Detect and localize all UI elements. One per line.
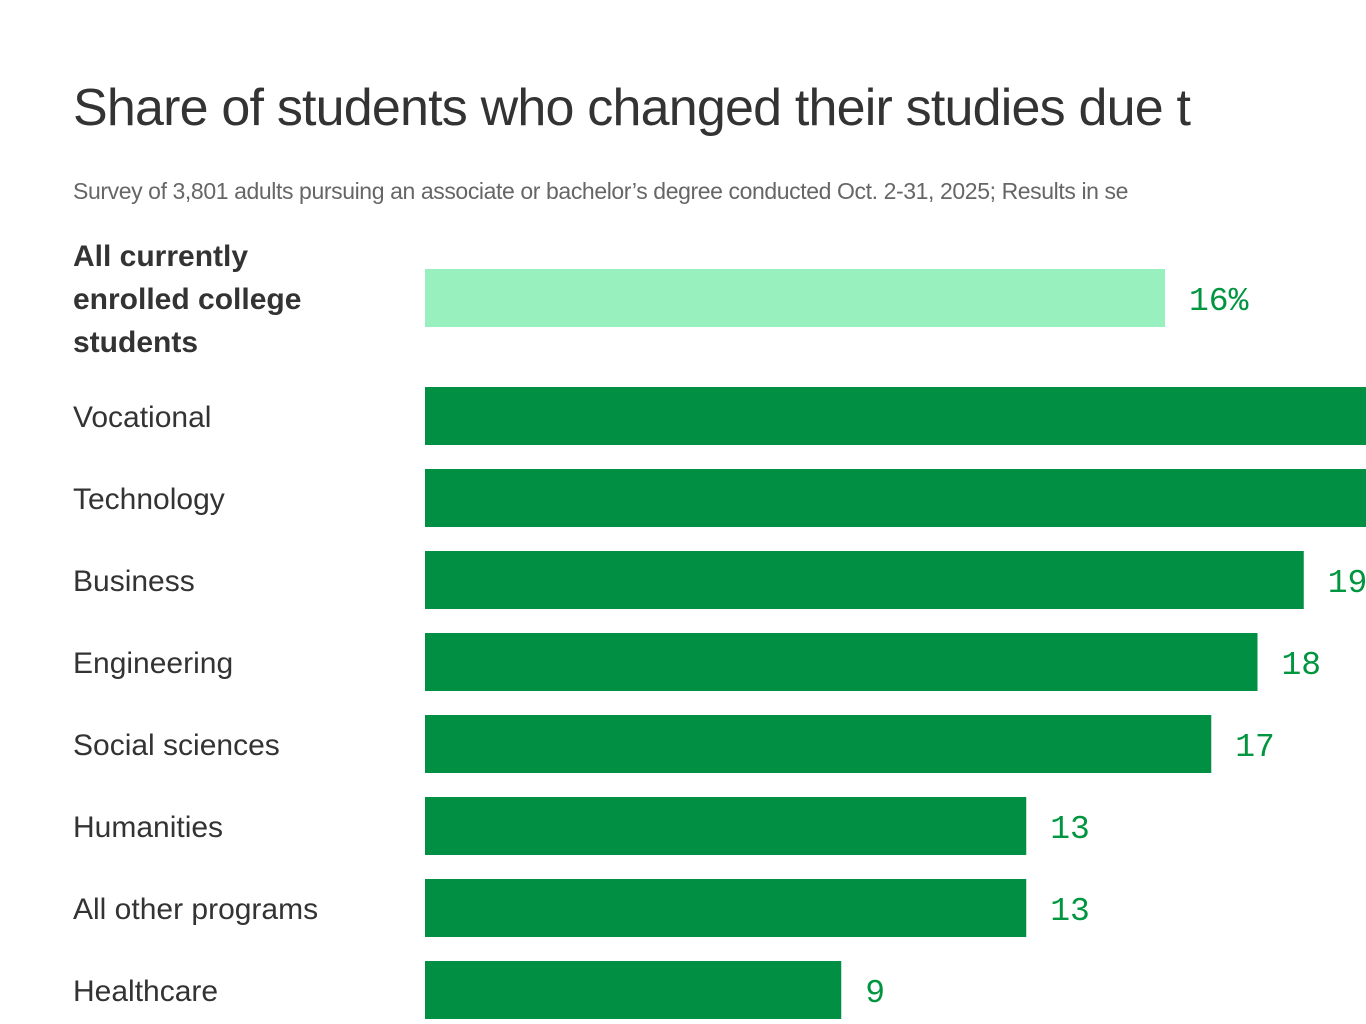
chart-subtitle: Survey of 3,801 adults pursuing an assoc… <box>73 178 1129 204</box>
category-label-line: students <box>73 326 198 359</box>
category-label-line: Technology <box>73 483 225 516</box>
category-label: All other programs <box>73 893 318 926</box>
bar <box>425 879 1027 937</box>
bar <box>425 469 1366 527</box>
category-label: Healthcare <box>73 975 218 1008</box>
category-label-line: All other programs <box>73 893 318 926</box>
category-label: Social sciences <box>73 729 280 762</box>
bar <box>425 961 842 1019</box>
category-label: Technology <box>73 483 225 516</box>
category-label-line: enrolled college <box>73 283 301 316</box>
value-label: 13 <box>1050 811 1090 848</box>
category-label: Vocational <box>73 401 211 434</box>
category-label-line: All currently <box>73 240 248 273</box>
category-label: All currently enrolled college students <box>73 240 301 359</box>
bar <box>425 551 1304 609</box>
bar <box>425 797 1027 855</box>
value-label: 13 <box>1050 893 1090 930</box>
category-label: Business <box>73 565 195 598</box>
bar <box>425 269 1165 327</box>
bar <box>425 715 1212 773</box>
category-label: Humanities <box>73 811 223 844</box>
bar <box>425 633 1258 691</box>
category-label-line: Healthcare <box>73 975 218 1008</box>
value-label: 18 <box>1282 647 1322 684</box>
category-label-line: Humanities <box>73 811 223 844</box>
value-label: 19 <box>1328 565 1366 602</box>
value-label: 17 <box>1235 729 1275 766</box>
category-label: Engineering <box>73 647 233 680</box>
category-label-line: Business <box>73 565 195 598</box>
chart-title: Share of students who changed their stud… <box>73 79 1191 137</box>
value-label: 16% <box>1189 283 1249 320</box>
category-label-line: Engineering <box>73 647 233 680</box>
bar <box>425 387 1366 445</box>
category-label-line: Vocational <box>73 401 211 434</box>
value-label: 9 <box>865 975 885 1012</box>
category-label-line: Social sciences <box>73 729 280 762</box>
